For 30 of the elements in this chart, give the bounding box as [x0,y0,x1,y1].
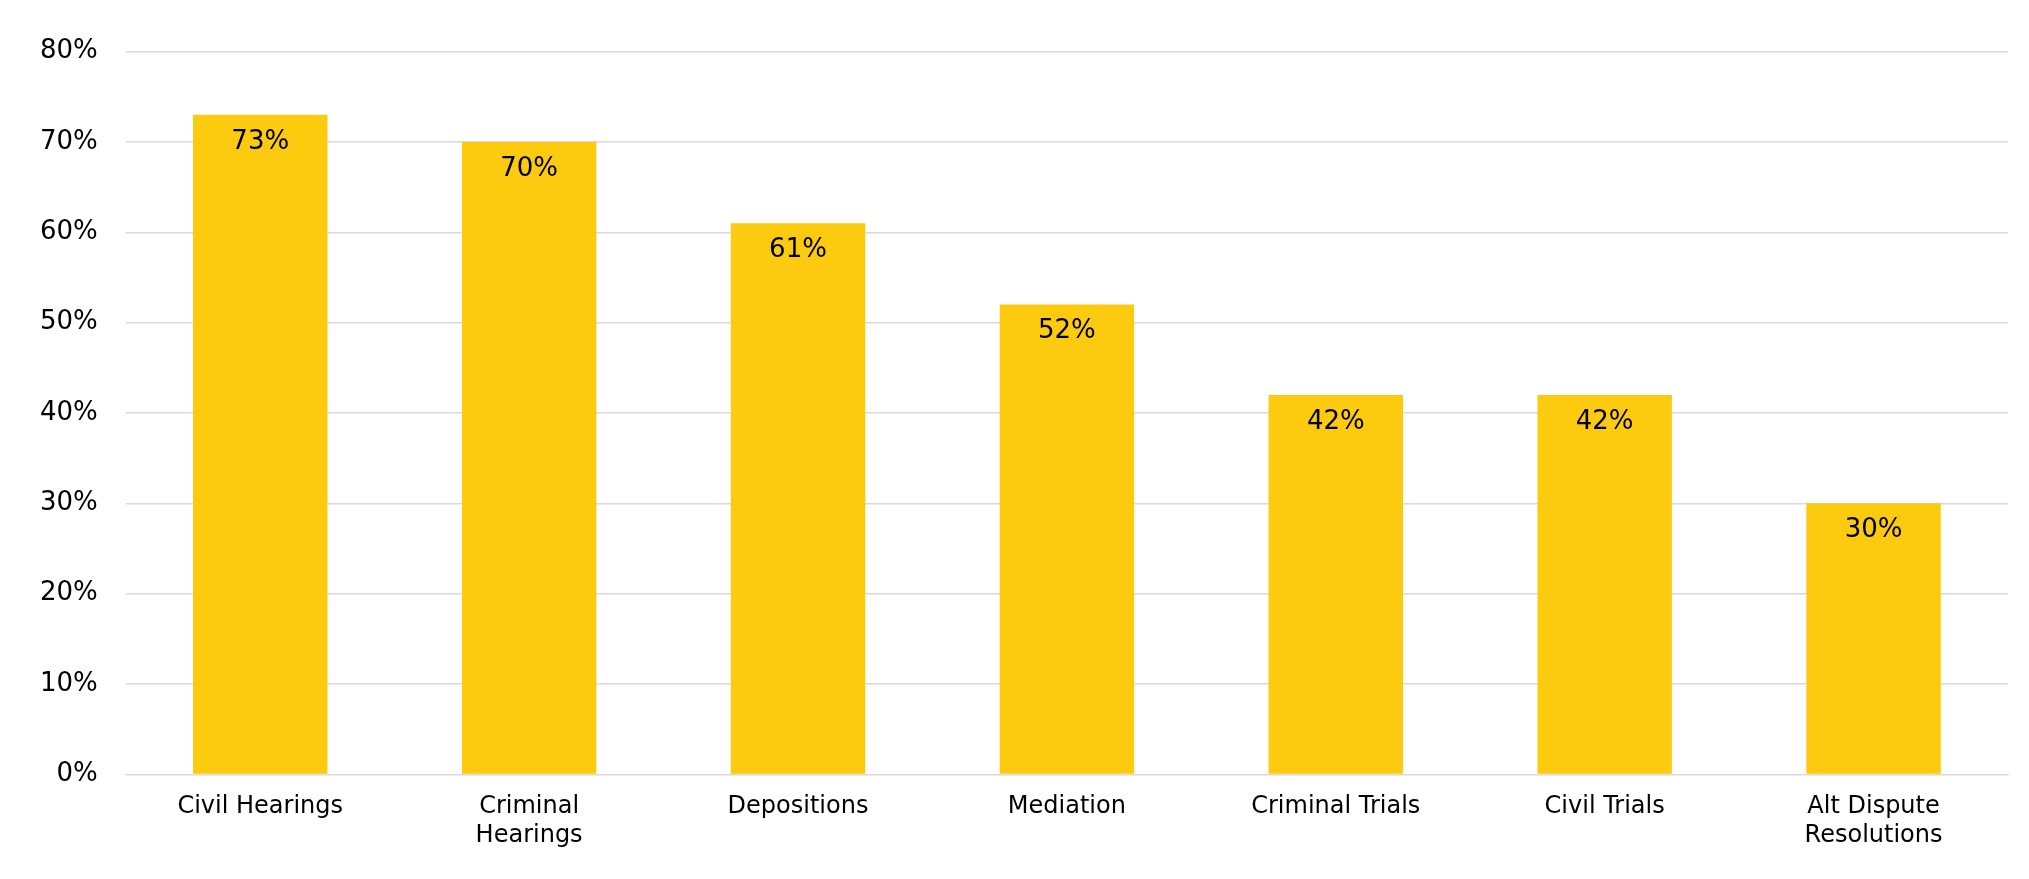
y-tick-label: 20% [39,576,98,607]
y-tick-label: 40% [39,395,98,426]
bar [999,304,1135,774]
bar [1806,503,1941,774]
bar [1537,394,1672,774]
x-tick-label: Depositions [727,791,869,820]
data-label: 42% [1306,404,1365,435]
data-label: 70% [500,151,559,182]
x-tick-label: Alt Dispute Resolutions [1804,791,1943,848]
y-tick-label: 30% [39,486,98,517]
x-tick-label: Criminal Trials [1251,791,1421,820]
data-label: 73% [231,124,290,155]
y-tick-label: 10% [39,666,98,697]
bar [193,114,328,774]
x-tick-label: Civil Hearings [177,791,344,820]
data-label: 30% [1844,513,1903,544]
bar [1268,394,1403,774]
bar [461,141,597,774]
bar [730,223,866,774]
y-tick-label: 50% [39,305,98,336]
y-tick-label: 70% [39,124,98,155]
y-tick-label: 0% [56,757,98,788]
data-label: 61% [769,233,827,264]
x-tick-label: Criminal Hearings [475,791,583,848]
y-tick-label: 60% [39,215,98,246]
x-tick-label: Mediation [1007,791,1126,820]
y-tick-label: 80% [39,34,98,65]
data-label: 42% [1575,404,1634,435]
data-label: 52% [1038,314,1096,345]
x-tick-label: Civil Trials [1544,791,1665,820]
